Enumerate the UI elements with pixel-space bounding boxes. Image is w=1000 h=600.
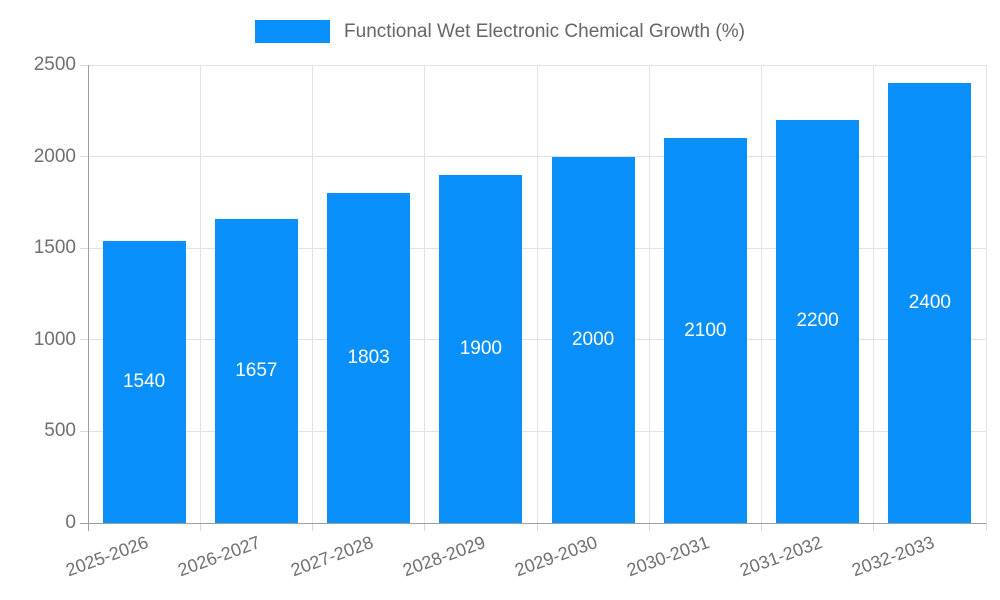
v-gridline	[648, 65, 650, 523]
bar-value-label: 2400	[908, 292, 952, 314]
x-tick	[199, 523, 201, 531]
v-gridline	[424, 65, 426, 523]
x-tick	[536, 523, 538, 531]
y-tick-label: 500	[44, 420, 76, 442]
y-tick-label: 2000	[33, 145, 76, 167]
v-gridline	[199, 65, 201, 523]
x-tick-label: 2031-2032	[736, 532, 825, 581]
x-tick	[87, 523, 89, 531]
x-tick-label: 2029-2030	[512, 532, 600, 581]
x-tick	[761, 523, 762, 531]
x-tick-label: 2027-2028	[287, 532, 376, 581]
v-gridline	[873, 65, 875, 523]
bar[interactable]: 1657	[214, 219, 298, 523]
x-tick-label: 2030-2031	[624, 532, 713, 581]
v-gridline	[312, 65, 313, 523]
bar[interactable]: 2400	[888, 83, 972, 523]
y-tick	[80, 156, 88, 158]
x-tick	[312, 523, 313, 531]
bar[interactable]: 1900	[439, 174, 523, 523]
y-tick-label: 1000	[33, 328, 76, 350]
y-tick-label: 2500	[33, 54, 76, 75]
y-tick	[80, 430, 88, 432]
y-tick	[80, 522, 88, 524]
x-tick-label: 2025-2026	[63, 532, 151, 581]
v-gridline	[761, 65, 762, 523]
y-tick-label: 0	[65, 512, 76, 533]
bar[interactable]: 2200	[776, 119, 860, 523]
x-tick	[985, 523, 987, 531]
bar[interactable]: 2100	[663, 138, 747, 523]
legend-label: Functional Wet Electronic Chemical Growt…	[344, 20, 745, 42]
x-tick	[873, 523, 875, 531]
bar-value-label: 1657	[235, 360, 278, 382]
legend-swatch-icon	[255, 20, 331, 43]
bar-value-label: 2100	[684, 319, 727, 341]
y-tick-label: 1500	[33, 237, 76, 259]
x-tick	[648, 523, 650, 531]
x-tick-label: 2032-2033	[848, 532, 937, 581]
bar[interactable]: 2000	[551, 156, 635, 523]
y-tick	[80, 247, 88, 249]
bar[interactable]: 1540	[102, 240, 186, 523]
bar-value-label: 1540	[122, 370, 166, 392]
v-gridline	[536, 65, 538, 523]
bar-value-label: 2000	[571, 328, 615, 350]
x-tick-label: 2028-2029	[399, 532, 488, 581]
bar-value-label: 2200	[796, 310, 839, 332]
y-tick	[80, 339, 88, 341]
bar-value-label: 1803	[347, 346, 390, 368]
x-tick	[424, 523, 426, 531]
y-axis-line	[87, 65, 89, 523]
v-gridline	[985, 65, 987, 523]
x-tick-label: 2026-2027	[175, 532, 264, 581]
bar[interactable]: 1803	[327, 192, 411, 523]
chart-legend[interactable]: Functional Wet Electronic Chemical Growt…	[0, 20, 1000, 43]
y-tick	[80, 64, 88, 66]
x-axis-line	[88, 522, 986, 524]
bar-value-label: 1900	[459, 337, 503, 359]
